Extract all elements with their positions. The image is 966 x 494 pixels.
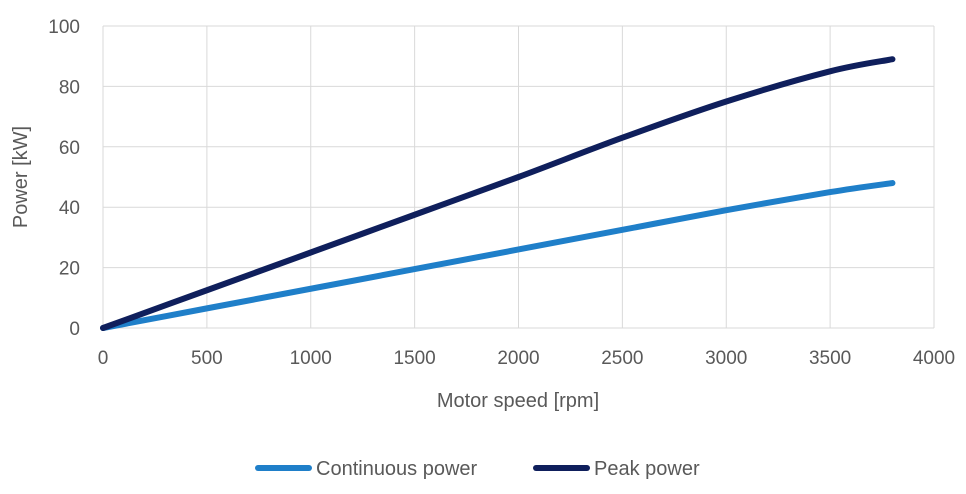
x-tick-label: 1000 <box>290 348 332 369</box>
y-tick-label: 40 <box>59 198 80 219</box>
tick-labels: 0 500 1000 1500 2000 2500 3000 3500 4000 0 20 40 60 8… <box>48 17 955 369</box>
x-tick-label: 2500 <box>601 348 643 369</box>
legend: Continuous power Peak power <box>255 458 700 480</box>
legend-label: Peak power <box>594 458 700 480</box>
x-tick-label: 500 <box>191 348 223 369</box>
y-tick-label: 80 <box>59 77 80 98</box>
x-tick-label: 3000 <box>705 348 747 369</box>
series-line-peak-power <box>100 56 896 331</box>
series-line-continuous-power <box>100 180 896 331</box>
gridlines <box>102 25 935 329</box>
x-tick-label: 2000 <box>497 348 539 369</box>
x-tick-label: 0 <box>98 348 109 369</box>
series-lines <box>100 56 896 331</box>
x-tick-label: 3500 <box>809 348 851 369</box>
x-axis-label: Motor speed [rpm] <box>437 390 599 412</box>
y-axis-label: Power [kW] <box>10 126 32 228</box>
y-tick-label: 20 <box>59 259 80 280</box>
x-tick-label: 1500 <box>393 348 435 369</box>
legend-label: Continuous power <box>316 458 478 480</box>
x-tick-label: 4000 <box>913 348 955 369</box>
y-tick-label: 0 <box>69 319 80 340</box>
y-tick-label: 100 <box>48 17 80 38</box>
y-tick-label: 60 <box>59 138 80 159</box>
